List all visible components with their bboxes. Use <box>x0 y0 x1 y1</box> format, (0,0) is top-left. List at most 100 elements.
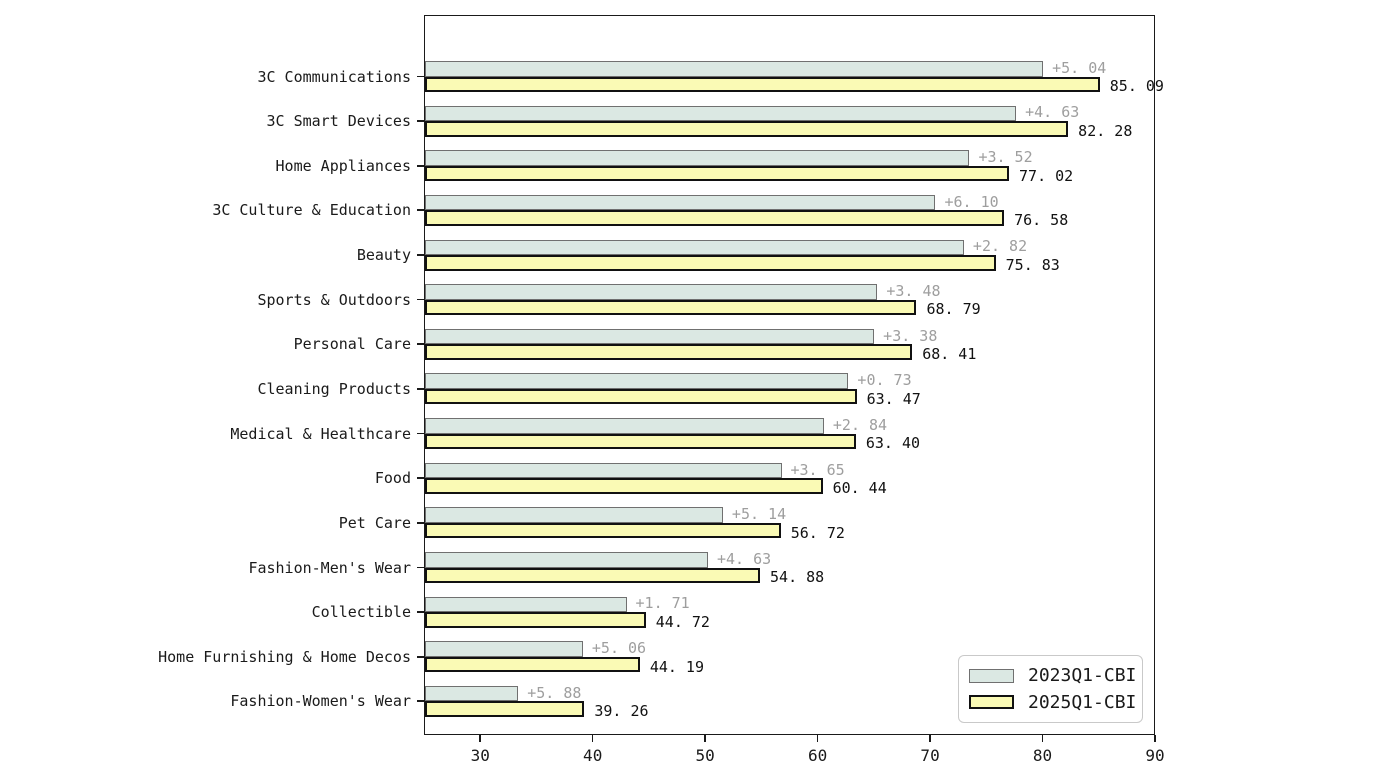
bar-2025q1 <box>425 388 857 405</box>
bar-2023q1 <box>425 462 782 479</box>
x-axis-tick <box>816 735 819 742</box>
category-label: Beauty <box>356 246 411 265</box>
delta-label: +3. 52 <box>978 148 1033 167</box>
category-label: Home Appliances <box>275 156 411 175</box>
delta-label: +2. 84 <box>832 415 888 434</box>
value-label: 39. 26 <box>594 702 649 721</box>
legend-item-2025q1: 2025Q1-CBI <box>969 692 1136 713</box>
bar-2025q1 <box>425 433 856 450</box>
bar-2023q1 <box>425 61 1044 77</box>
bar-2023q1 <box>425 641 583 657</box>
value-label: 56. 72 <box>790 523 845 542</box>
category-label: Collectible <box>311 603 411 622</box>
legend-item-2023q1: 2023Q1-CBI <box>969 665 1136 686</box>
delta-label: +6. 10 <box>944 192 999 211</box>
y-axis-tick <box>417 432 424 435</box>
category-label: Cleaning Products <box>257 379 411 398</box>
x-axis-tick <box>591 735 594 742</box>
bar-2025q1 <box>425 656 640 673</box>
delta-label: +0. 73 <box>857 371 912 390</box>
value-label: 60. 44 <box>832 479 887 497</box>
bar-2025q1 <box>425 165 1010 182</box>
x-axis-tick-label: 60 <box>807 746 828 765</box>
value-label: 82. 28 <box>1078 121 1133 140</box>
category-label: Sports & Outdoors <box>257 290 411 309</box>
delta-label: +1. 71 <box>635 594 690 613</box>
bar-2025q1 <box>425 210 1005 226</box>
value-label: 44. 19 <box>649 657 704 676</box>
x-axis-tick <box>929 735 931 742</box>
x-axis-tick-label: 80 <box>1032 746 1053 765</box>
category-label: 3C Communications <box>257 67 411 86</box>
y-axis-tick <box>417 209 424 212</box>
y-axis-tick <box>417 164 424 167</box>
value-label: 77. 02 <box>1019 166 1074 185</box>
value-label: 75. 83 <box>1005 255 1060 274</box>
delta-label: +5. 14 <box>731 505 787 524</box>
bar-2025q1 <box>425 701 585 717</box>
value-label: 54. 88 <box>770 568 825 587</box>
value-label: 63. 40 <box>865 434 921 453</box>
bar-2023q1 <box>425 552 708 568</box>
category-label: Fashion-Women's Wear <box>230 692 411 711</box>
value-label: 44. 72 <box>655 612 710 631</box>
bar-2025q1 <box>425 344 913 360</box>
legend-label-2025q1: 2025Q1-CBI <box>1028 691 1137 713</box>
bar-2025q1 <box>425 299 917 316</box>
delta-label: +4. 63 <box>716 549 772 568</box>
category-label: Food <box>374 469 411 488</box>
legend-label-2023q1: 2023Q1-CBI <box>1028 665 1137 687</box>
y-axis-tick <box>417 521 424 524</box>
category-label: Pet Care <box>338 513 411 532</box>
x-axis-tick-label: 40 <box>583 746 603 765</box>
y-axis-tick <box>417 700 424 703</box>
delta-label: +3. 65 <box>790 460 845 479</box>
x-axis-tick <box>1154 735 1156 742</box>
bar-2025q1 <box>425 478 823 494</box>
bar-2025q1 <box>425 612 646 628</box>
x-axis-tick <box>1041 735 1044 742</box>
bar-2023q1 <box>425 105 1017 122</box>
legend: 2023Q1-CBI 2025Q1-CBI <box>958 655 1143 723</box>
bar-2023q1 <box>425 507 723 523</box>
value-label: 63. 47 <box>866 389 921 408</box>
bar-2025q1 <box>425 76 1100 92</box>
bar-2023q1 <box>425 239 964 256</box>
bar-2025q1 <box>425 522 781 539</box>
bar-2023q1 <box>425 194 936 211</box>
y-axis-tick <box>417 254 424 256</box>
bar-2025q1 <box>425 255 996 271</box>
delta-label: +3. 48 <box>886 281 941 300</box>
category-label: Personal Care <box>293 335 411 354</box>
delta-label: +5. 06 <box>591 639 647 658</box>
delta-label: +2. 82 <box>972 237 1028 256</box>
legend-swatch-2025q1-icon <box>969 695 1014 710</box>
bar-2023q1 <box>425 328 875 345</box>
delta-label: +3. 38 <box>883 326 938 345</box>
bar-2023q1 <box>425 284 878 300</box>
value-label: 85. 09 <box>1109 77 1164 96</box>
x-axis-tick-label: 70 <box>920 746 940 765</box>
delta-label: +5. 88 <box>527 683 582 702</box>
category-label: Fashion-Men's Wear <box>248 558 411 577</box>
y-axis-tick <box>417 477 424 480</box>
y-axis-tick <box>417 75 424 78</box>
x-axis-tick-label: 90 <box>1145 746 1165 765</box>
x-axis-tick <box>479 735 482 742</box>
delta-label: +5. 04 <box>1052 58 1107 77</box>
bar-2023q1 <box>425 373 849 389</box>
bar-2023q1 <box>425 685 519 702</box>
bar-2023q1 <box>425 418 824 434</box>
y-axis-tick <box>417 120 424 122</box>
category-label: 3C Culture & Education <box>212 201 411 220</box>
y-axis-tick <box>417 343 424 346</box>
value-label: 68. 79 <box>926 300 981 319</box>
x-axis-tick-label: 50 <box>695 746 715 765</box>
bar-2025q1 <box>425 567 761 584</box>
delta-label: +4. 63 <box>1025 103 1080 122</box>
y-axis-tick <box>417 387 424 390</box>
y-axis-tick <box>417 611 424 613</box>
x-axis-tick <box>704 735 706 742</box>
bar-2023q1 <box>425 596 627 613</box>
